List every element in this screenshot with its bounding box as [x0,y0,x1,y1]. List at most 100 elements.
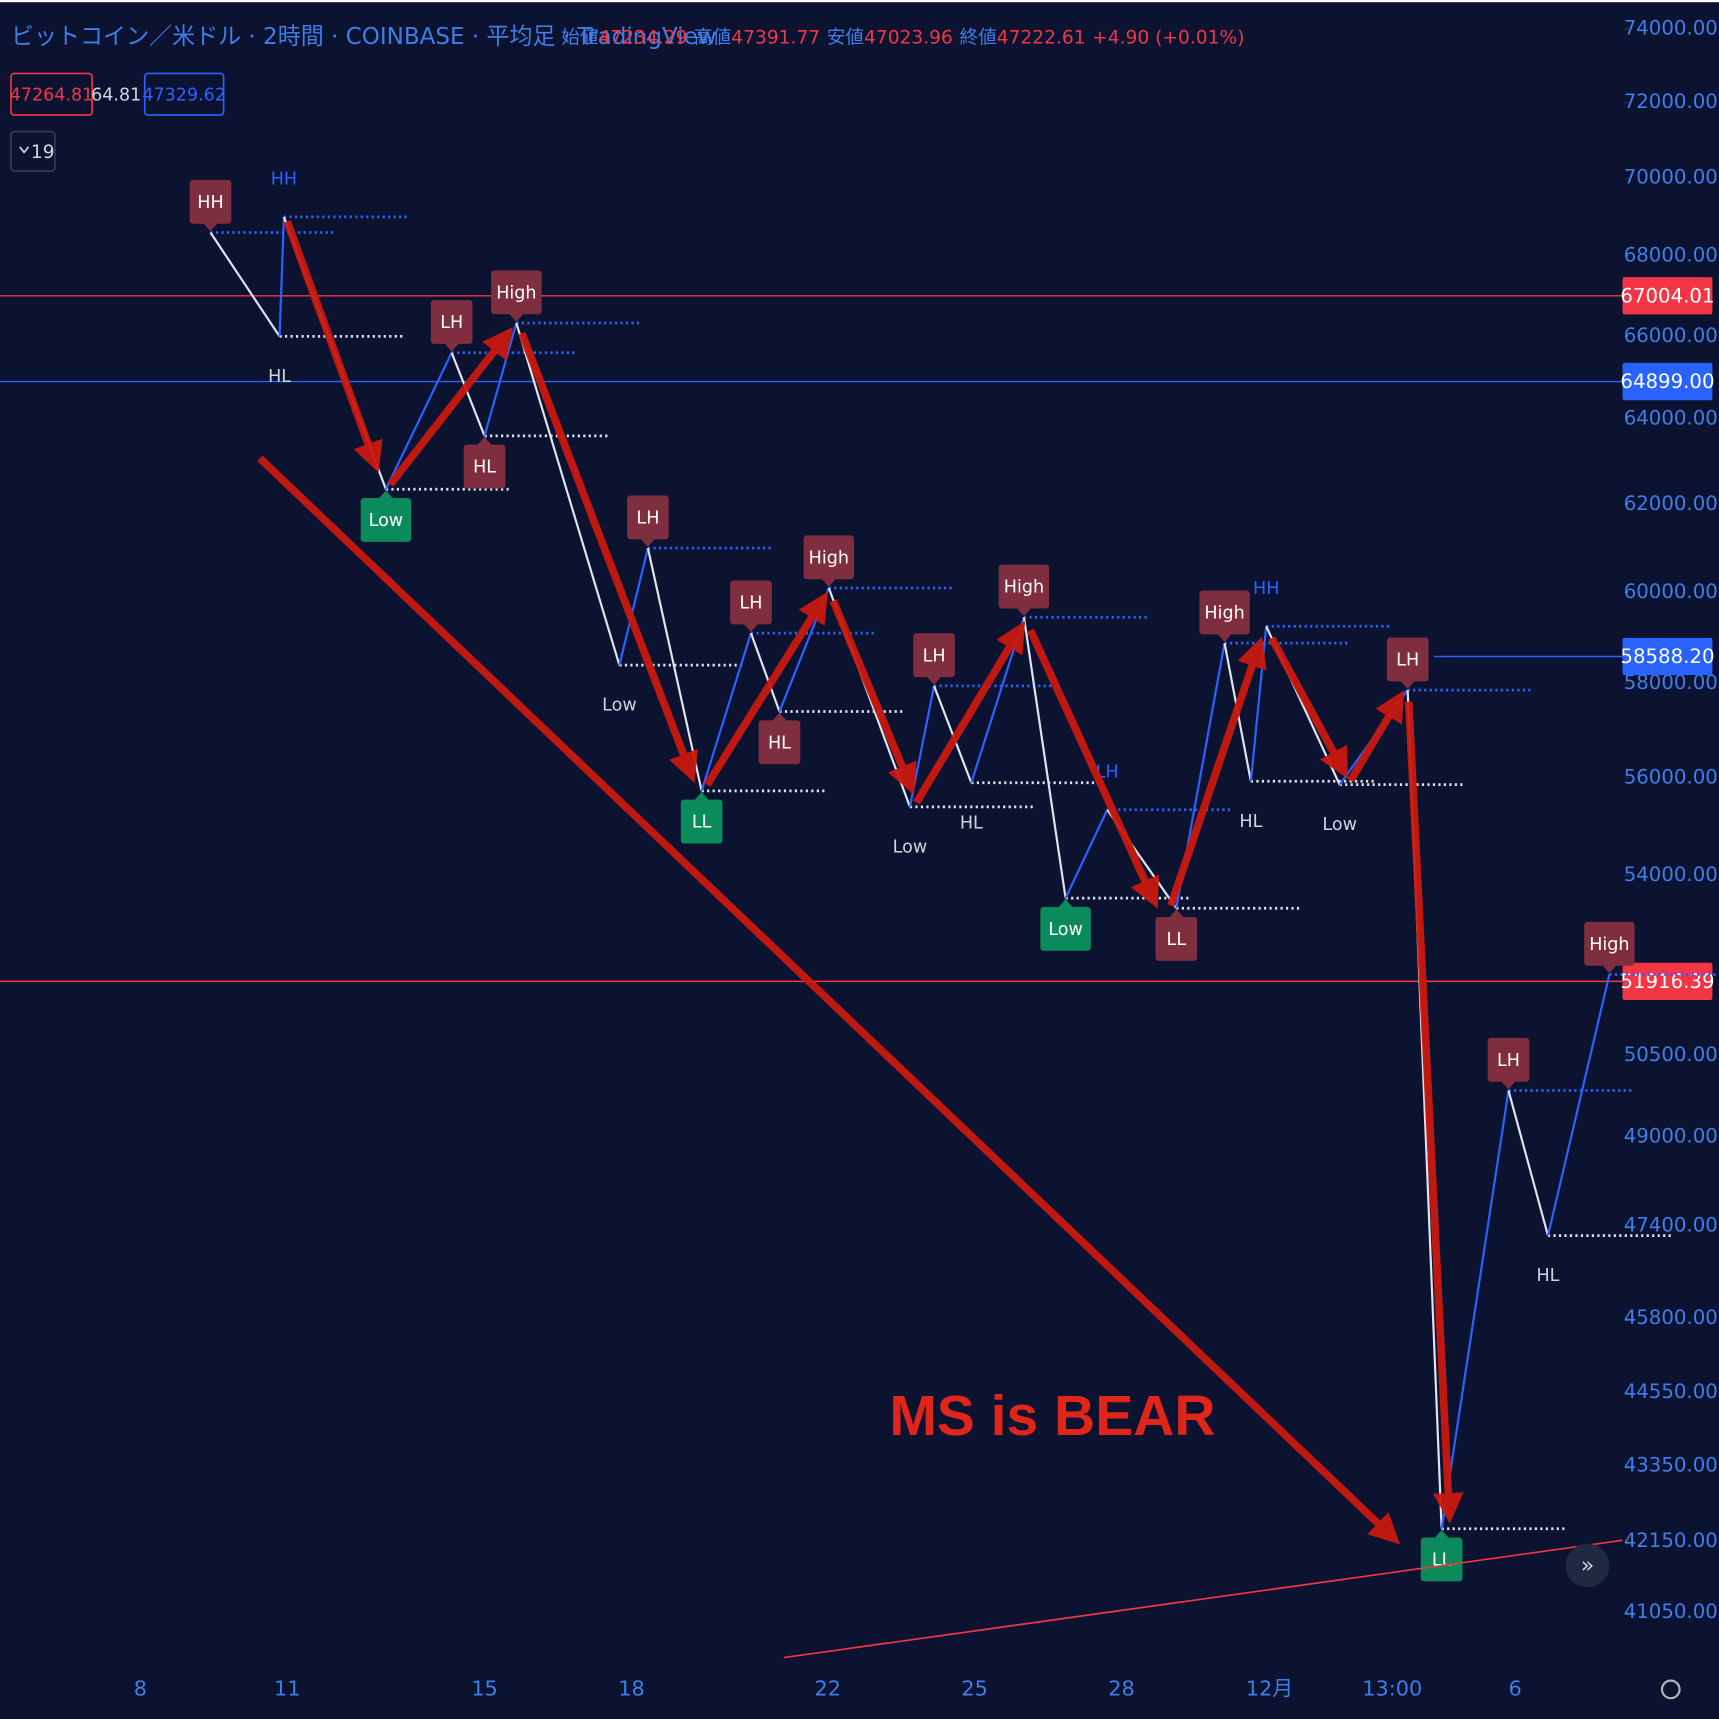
arrow [518,331,698,783]
header: ビットコイン／米ドル · 2時間 · COINBASE · 平均足 · Trad… [10,24,1244,172]
zigzag-segment [1440,1090,1510,1529]
y-tick-label: 49000.00 [1624,1124,1718,1147]
swing-pointer [640,538,656,547]
swing-pointer [378,490,394,500]
swing-pointer [1216,633,1233,643]
x-tick-label: 22 [814,1676,840,1700]
swing-pointer [508,313,525,322]
scroll-icon[interactable]: » [1581,1554,1594,1579]
y-tick-label: 44550.00 [1624,1380,1718,1403]
y-tick-label: 72000.00 [1624,90,1718,113]
ohlc-label: 終値 [959,27,996,48]
swing-box [360,498,412,542]
zigzag-segment [1507,1090,1550,1236]
swing-pointer [743,623,759,633]
x-tick-label: 13:00 [1362,1676,1422,1700]
swing-label: HH [1253,579,1279,599]
swing-pointer [1168,909,1185,919]
swing-label: LL [1167,930,1187,950]
zigzag-segment [278,216,286,337]
y-tick-label: 47400.00 [1624,1213,1718,1236]
swing-box [730,580,772,625]
price-tag-label: 51916.39 [1620,970,1714,993]
swing-label: Low [893,837,928,857]
x-tick-label: 6 [1508,1676,1521,1700]
y-tick-label: 56000.00 [1624,765,1718,788]
zigzag-segment [749,632,781,712]
price-tag-label: 58588.20 [1620,645,1714,668]
y-tick-label: 64000.00 [1624,407,1718,430]
swing-label: LL [1432,1551,1452,1571]
ohlc-value: 47222.61 [997,27,1086,48]
ohlc-value: 47234.29 [599,27,688,48]
zigzag-segment [1022,617,1067,899]
zigzag-segment [618,547,649,666]
arrow [1347,690,1405,783]
swing-label: LH [739,594,762,614]
red-arrows [257,220,1464,1545]
swing-box [627,495,669,540]
price-tag-label: 67004.01 [1620,284,1714,307]
swing-box [803,535,855,580]
swing-pointer [1057,899,1074,909]
y-tick-label: 54000.00 [1624,863,1718,886]
change: +4.90 (+0.01%) [1092,27,1244,48]
swing-label: Low [602,696,637,716]
x-tick-label: 28 [1108,1676,1134,1700]
ohlc: 始値47234.29 高値47391.77 安値47023.96 終値47222.61… [561,27,1244,48]
swing-pointer [476,437,493,446]
collapse-box [10,130,56,172]
zigzag-segment [700,632,753,792]
settings-icon[interactable] [1660,1679,1681,1700]
arrow [1167,636,1267,907]
arrow [1268,636,1349,780]
swing-box [913,633,955,678]
arrow [913,621,1026,805]
y-tick-label: 45800.00 [1624,1306,1718,1329]
x-tick-label: 18 [618,1676,644,1700]
x-tick-label: 11 [274,1676,300,1700]
swing-box [998,564,1050,609]
swing-box [1420,1537,1463,1582]
y-tick-label: 62000.00 [1624,492,1718,515]
swing-pointer [1016,607,1032,617]
annotation: MS is BEAR [889,1384,1215,1448]
swing-pointer [1433,1529,1450,1539]
swing-label: High [1004,578,1044,598]
zigzag-segment [1064,809,1109,899]
swing-pointer [821,578,837,587]
swing-box [758,720,801,765]
indicator-box [143,72,225,116]
arrow [829,599,917,795]
arrow [1404,701,1464,1524]
swing-label: LL [692,813,712,833]
title: ビットコイン／米ドル · 2時間 · COINBASE · 平均足 · Trad… [11,24,717,50]
y-tick-label: 41050.00 [1624,1600,1718,1623]
swing-box [1584,921,1635,966]
price-tag-label: 64899.00 [1620,370,1714,393]
swing-box [189,179,232,224]
zigzag-segment [384,352,453,490]
zigzag-segment [515,322,621,666]
swing-label: Low [1322,815,1357,835]
swing-label: Low [369,511,404,531]
price-tag [1622,362,1713,401]
arrow [257,455,1401,1545]
scroll-button[interactable] [1565,1543,1610,1588]
swing-label: HH [197,193,223,213]
indicator-value: 47329.62 [142,85,226,105]
zigzag-segment [209,231,281,337]
y-tick-label: 68000.00 [1624,244,1718,267]
swing-pointer [1601,964,1618,974]
swing-label: High [496,283,536,303]
swing-label: HL [768,733,791,753]
swing-box [1155,916,1198,961]
x-tick-label: 12月 [1246,1676,1293,1700]
swing-box [491,270,542,315]
swing-pointer [693,792,710,801]
swing-label: HL [473,458,496,478]
arrow [1027,628,1159,909]
x-tick-label: 15 [471,1676,497,1700]
